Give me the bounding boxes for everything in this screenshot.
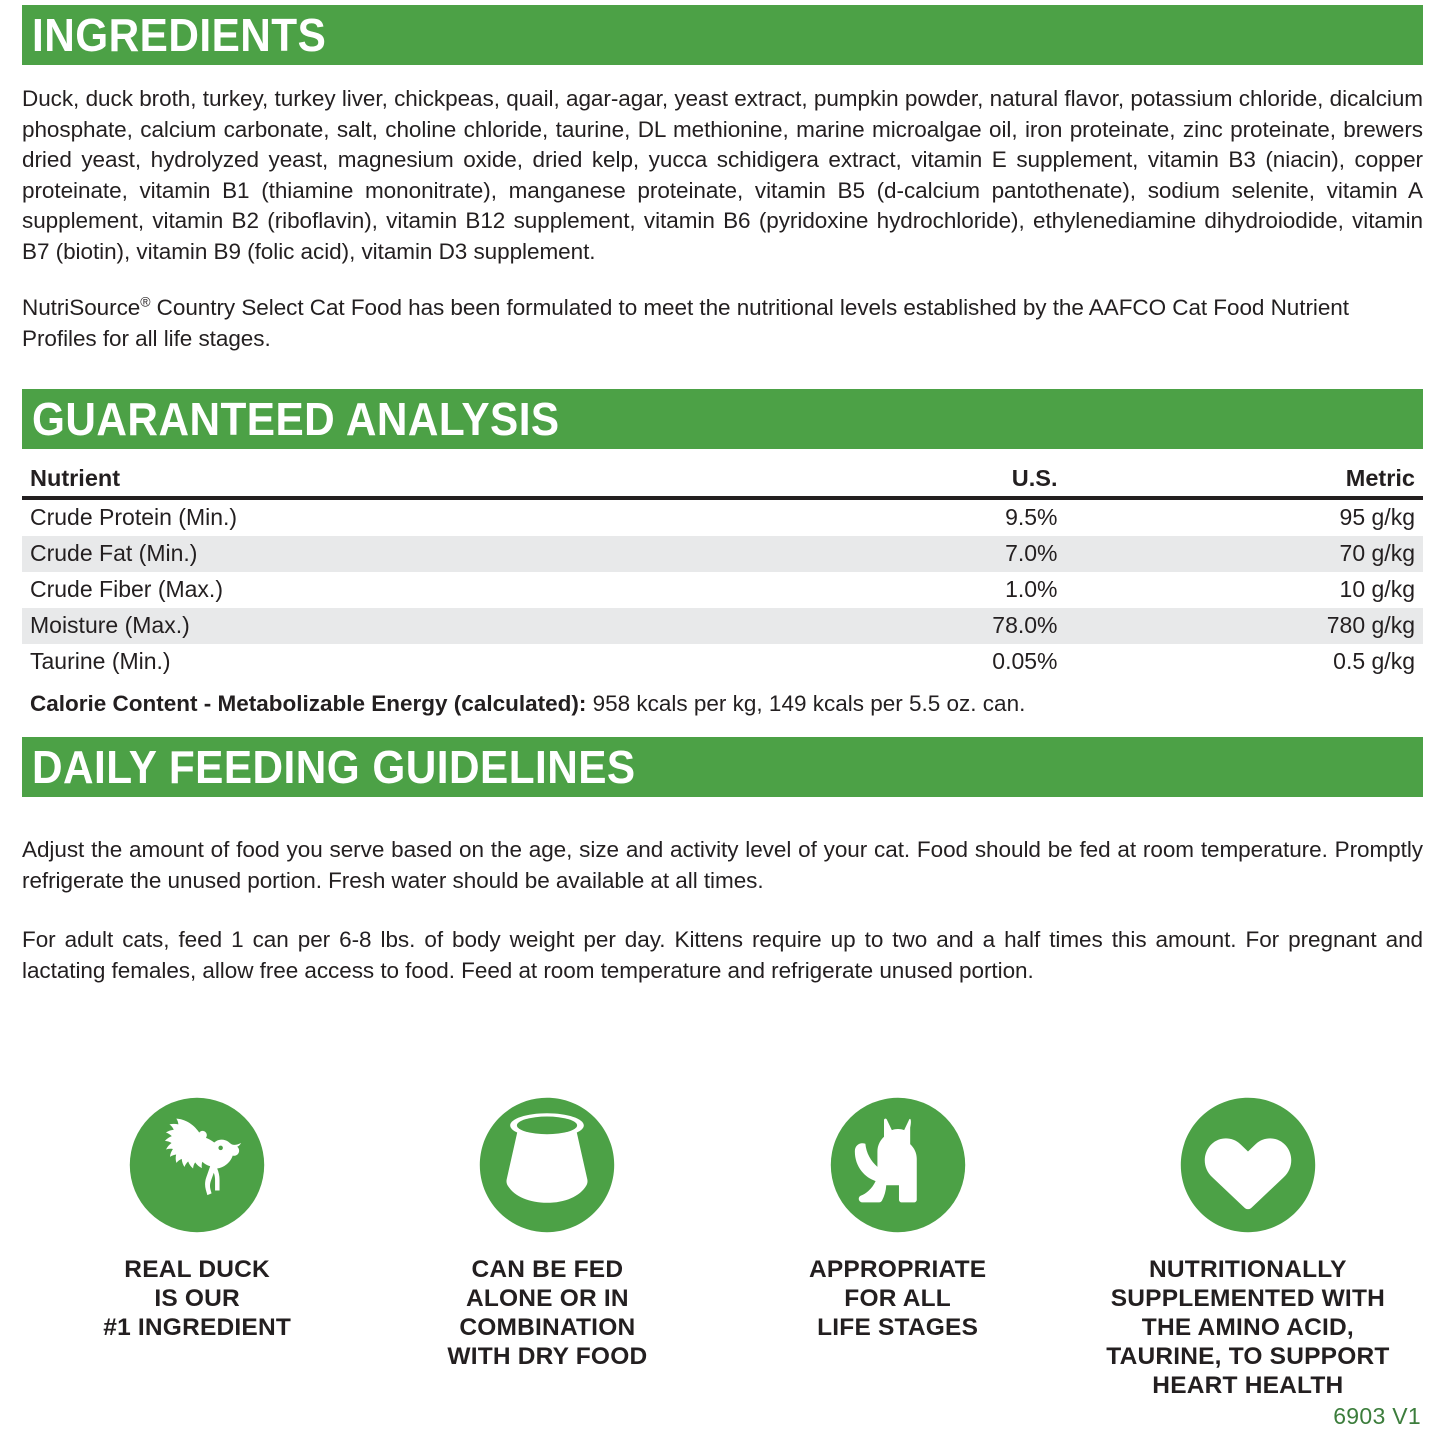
aafco-brand-name: NutriSource xyxy=(22,295,141,320)
feature-taurine-heart-health: NUTRITIONALLY SUPPLEMENTED WITH THE AMIN… xyxy=(1073,1095,1423,1400)
footer-product-code: 6903 V1 xyxy=(1333,1403,1421,1429)
cell-us: 9.5% xyxy=(1005,504,1058,530)
cell-nutrient: Crude Fat (Min.) xyxy=(30,540,198,566)
feature-can-be-fed-alone: CAN BE FED ALONE OR IN COMBINATION WITH … xyxy=(372,1095,722,1371)
feature-label: NUTRITIONALLY SUPPLEMENTED WITH THE AMIN… xyxy=(1106,1256,1390,1399)
feeding-paragraph-2: For adult cats, feed 1 can per 6-8 lbs. … xyxy=(22,927,1423,983)
section-title-guaranteed-analysis: GUARANTEED ANALYSIS xyxy=(32,393,560,445)
cell-metric: 95 g/kg xyxy=(1339,504,1415,530)
table-row: Taurine (Min.) 0.05% 0.5 g/kg xyxy=(22,644,1423,680)
column-header-metric: Metric xyxy=(1065,465,1423,500)
feeding-paragraph-1: Adjust the amount of food you serve base… xyxy=(22,837,1423,893)
ingredients-list-text: Duck, duck broth, turkey, turkey liver, … xyxy=(22,86,1423,264)
table-header-row: Nutrient U.S. Metric xyxy=(22,465,1423,500)
guaranteed-analysis-table: Nutrient U.S. Metric Crude Protein (Min.… xyxy=(22,465,1423,680)
column-header-us: U.S. xyxy=(786,465,1066,500)
column-header-nutrient: Nutrient xyxy=(22,465,787,500)
feature-label: CAN BE FED ALONE OR IN COMBINATION WITH … xyxy=(447,1256,648,1370)
cell-us: 0.05% xyxy=(992,648,1058,674)
cell-metric: 0.5 g/kg xyxy=(1333,648,1415,674)
table-row: Crude Fat (Min.) 7.0% 70 g/kg xyxy=(22,536,1423,572)
registered-trademark-icon: ® xyxy=(140,293,151,310)
cell-metric: 780 g/kg xyxy=(1326,612,1415,638)
table-body: Crude Protein (Min.) 9.5% 95 g/kg Crude … xyxy=(22,498,1423,680)
section-header-guaranteed-analysis: GUARANTEED ANALYSIS xyxy=(22,389,1423,449)
feature-label: APPROPRIATE FOR ALL LIFE STAGES xyxy=(808,1256,987,1341)
cell-nutrient: Taurine (Min.) xyxy=(30,648,171,674)
section-header-ingredients: INGREDIENTS xyxy=(22,5,1423,65)
table-head: Nutrient U.S. Metric xyxy=(22,465,1423,500)
table-row: Crude Fiber (Max.) 1.0% 10 g/kg xyxy=(22,572,1423,608)
flying-duck-icon xyxy=(129,1097,265,1233)
section-title-ingredients: INGREDIENTS xyxy=(32,9,327,61)
product-label-page: INGREDIENTS Duck, duck broth, turkey, tu… xyxy=(0,5,1445,1448)
cell-nutrient: Crude Protein (Min.) xyxy=(30,504,238,530)
feature-real-duck: REAL DUCK IS OUR #1 INGREDIENT xyxy=(22,1095,372,1342)
aafco-statement-text: Country Select Cat Food has been formula… xyxy=(22,295,1349,351)
cell-us: 78.0% xyxy=(992,612,1058,638)
table-row: Crude Protein (Min.) 9.5% 95 g/kg xyxy=(22,498,1423,536)
aafco-statement: NutriSource® Country Select Cat Food has… xyxy=(22,293,1423,354)
cell-nutrient: Moisture (Max.) xyxy=(30,612,190,638)
cell-us: 7.0% xyxy=(1005,540,1058,566)
cell-metric: 70 g/kg xyxy=(1339,540,1415,566)
heart-icon xyxy=(1180,1097,1316,1233)
section-title-daily-feeding: DAILY FEEDING GUIDELINES xyxy=(32,741,636,793)
food-bowl-icon xyxy=(480,1097,615,1233)
section-header-daily-feeding: DAILY FEEDING GUIDELINES xyxy=(22,737,1423,797)
calorie-content-line: Calorie Content - Metabolizable Energy (… xyxy=(22,689,1423,719)
cell-metric: 10 g/kg xyxy=(1339,576,1415,602)
feature-all-life-stages: APPROPRIATE FOR ALL LIFE STAGES xyxy=(723,1095,1073,1342)
guaranteed-analysis-table-wrap: Nutrient U.S. Metric Crude Protein (Min.… xyxy=(22,465,1423,719)
table-row: Moisture (Max.) 78.0% 780 g/kg xyxy=(22,608,1423,644)
cell-nutrient: Crude Fiber (Max.) xyxy=(30,576,223,602)
calorie-content-label: Calorie Content - Metabolizable Energy (… xyxy=(30,691,587,716)
cat-icon xyxy=(830,1097,965,1233)
cell-us: 1.0% xyxy=(1005,576,1058,602)
feature-label: REAL DUCK IS OUR #1 INGREDIENT xyxy=(103,1256,291,1341)
calorie-content-value: 958 kcals per kg, 149 kcals per 5.5 oz. … xyxy=(586,691,1026,716)
feature-badge-row: REAL DUCK IS OUR #1 INGREDIENT CAN BE FE… xyxy=(22,1095,1423,1400)
